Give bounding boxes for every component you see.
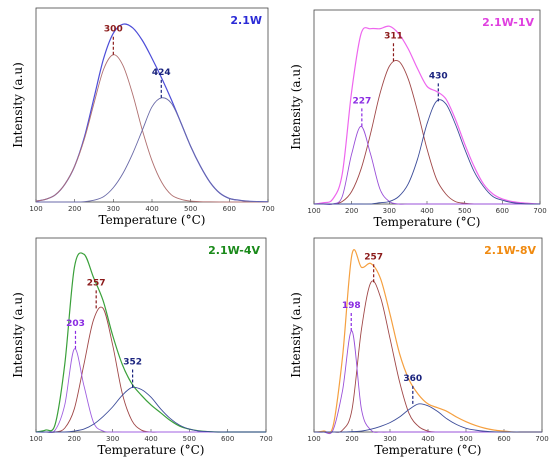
chart-panel-1: 100 200 300 400 500 600 700 Temperature (°C) Int…: [11, 7, 275, 227]
component-line-2: [35, 97, 269, 203]
component-line-3: [313, 403, 542, 433]
panel-title: 2.1W: [230, 14, 262, 27]
x-tick-label: 100: [29, 205, 42, 213]
x-tick-label: 300: [383, 207, 396, 215]
peak-label: 203: [66, 319, 85, 329]
x-tick-label: 200: [345, 435, 358, 443]
x-tick-label: 300: [383, 435, 396, 443]
peak-label: 300: [104, 25, 123, 35]
x-tick-label: 300: [106, 435, 119, 443]
component-line-2: [314, 125, 540, 205]
x-tick-label: 100: [29, 435, 42, 443]
peak-label: 360: [403, 374, 422, 384]
x-tick-label: 600: [221, 435, 234, 443]
x-tick-label: 700: [533, 207, 546, 215]
x-tick-label: 400: [420, 207, 433, 215]
envelope-line: [35, 252, 266, 433]
component-line-2: [313, 330, 542, 435]
x-axis-title: Temperature (°C): [99, 213, 206, 227]
y-axis-title: Intensity (a.u): [11, 62, 25, 148]
x-tick-label: 400: [145, 205, 158, 213]
x-tick-label: 400: [144, 435, 157, 443]
x-tick-label: 600: [223, 205, 236, 213]
peak-label: 311: [384, 31, 403, 41]
panel-title: 2.1W-8V: [484, 244, 536, 257]
peak-label: 352: [123, 358, 142, 368]
chart-panel-3: 100 200 300 400 500 600 700 Temperature (°C) Int…: [11, 237, 273, 457]
x-tick-label: 400: [421, 435, 434, 443]
x-tick-label: 200: [68, 205, 81, 213]
component-line-1: [314, 59, 540, 205]
envelope-line: [313, 249, 542, 434]
x-tick-label: 600: [497, 435, 510, 443]
panel-title: 2.1W-4V: [208, 244, 260, 257]
peak-label: 257: [364, 252, 383, 262]
x-tick-label: 600: [496, 207, 509, 215]
plot-frame: [313, 9, 541, 205]
chart-panel-4: 100 200 300 400 500 600 700 Temperature (°C) Int…: [289, 237, 549, 457]
x-tick-label: 100: [307, 435, 320, 443]
y-axis-title: Intensity (a.u): [11, 292, 25, 378]
peak-label: 424: [152, 68, 171, 78]
y-axis-title: Intensity (a.u): [289, 64, 303, 150]
chart-panel-2: 100 200 300 400 500 600 700 Temperature (°C) Int…: [289, 9, 547, 229]
x-tick-label: 700: [535, 435, 548, 443]
component-line-2: [35, 348, 266, 434]
x-tick-label: 300: [107, 205, 120, 213]
peak-label: 430: [429, 71, 448, 81]
peak-label: 257: [87, 278, 106, 288]
x-tick-label: 500: [459, 435, 472, 443]
peak-label: 198: [342, 301, 361, 311]
x-tick-label: 500: [184, 205, 197, 213]
plot-frame: [35, 7, 269, 203]
plot-frame: [35, 237, 267, 433]
panel-title: 2.1W-1V: [482, 16, 534, 29]
x-axis-title: Temperature (°C): [375, 443, 482, 457]
component-line-3: [314, 99, 541, 205]
x-tick-label: 500: [183, 435, 196, 443]
x-tick-label: 200: [68, 435, 81, 443]
x-axis-title: Temperature (°C): [98, 443, 205, 457]
component-line-1: [35, 54, 268, 203]
peak-label: 227: [352, 96, 371, 106]
x-tick-label: 500: [458, 207, 471, 215]
x-tick-label: 700: [259, 435, 272, 443]
component-line-3: [35, 386, 266, 433]
y-axis-title: Intensity (a.u): [289, 292, 303, 378]
x-tick-label: 700: [261, 205, 274, 213]
x-tick-label: 100: [307, 207, 320, 215]
plot-frame: [313, 237, 543, 433]
x-axis-title: Temperature (°C): [374, 215, 481, 229]
x-tick-label: 200: [345, 207, 358, 215]
envelope-line: [313, 25, 541, 205]
